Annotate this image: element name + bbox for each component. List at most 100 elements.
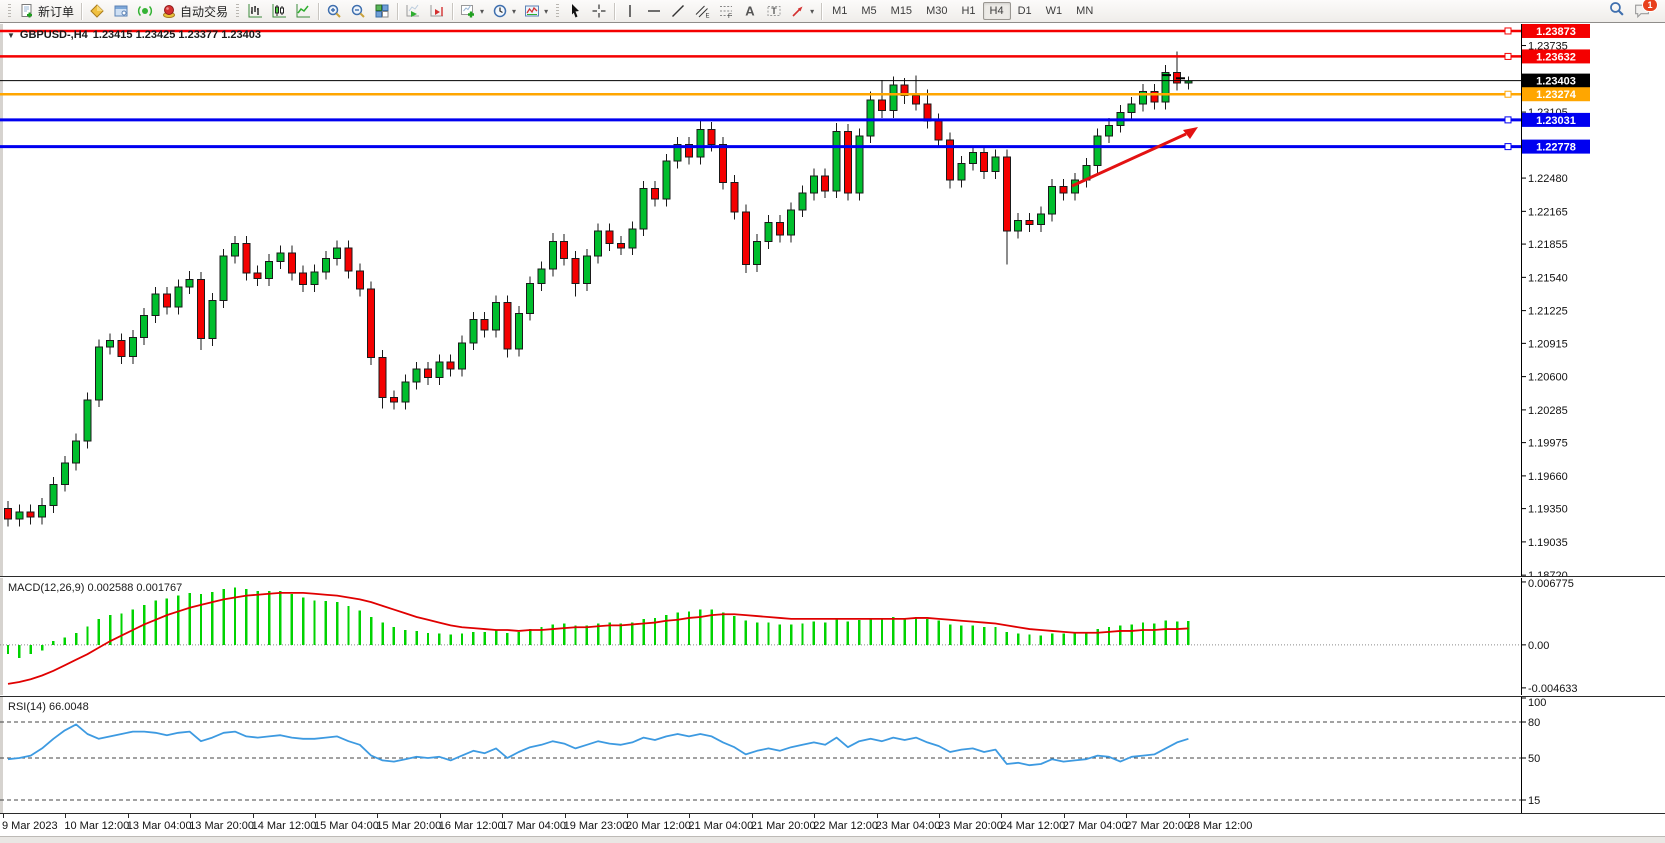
timeframe-m15[interactable]: M15 xyxy=(890,5,913,17)
candle xyxy=(594,223,603,264)
candle xyxy=(276,245,285,269)
notifications-button[interactable]: 1 xyxy=(1633,0,1657,20)
timeframe-w1[interactable]: W1 xyxy=(1045,5,1063,17)
candle xyxy=(1025,212,1034,232)
data-window-button[interactable] xyxy=(109,0,133,22)
bottom-strip xyxy=(0,836,1665,843)
price-tick-label: 1.21855 xyxy=(1528,239,1568,251)
timeframe-m5[interactable]: M5 xyxy=(861,5,877,17)
toolbar-grip[interactable] xyxy=(8,3,11,19)
collapse-triangle-icon[interactable]: ▼ xyxy=(7,30,15,40)
svg-text:1.23632: 1.23632 xyxy=(1536,51,1576,63)
timeframe-h4[interactable]: H4 xyxy=(982,2,1011,20)
bar-chart-mode-button[interactable] xyxy=(243,0,267,22)
candle xyxy=(866,91,875,144)
time-tick xyxy=(564,814,566,818)
price-tick-label: 1.19350 xyxy=(1528,504,1568,516)
horizontal-line-object[interactable] xyxy=(0,52,1521,60)
templates-menu-button[interactable]: ▾ xyxy=(520,0,552,22)
candle xyxy=(571,250,580,297)
macd-panel: 0.006775 0.00 -0.004633 xyxy=(0,578,1665,695)
tiles-icon xyxy=(375,4,389,18)
candle xyxy=(900,77,909,105)
time-label: 13 Mar 04:00 xyxy=(126,820,192,832)
arrows-tool-button[interactable]: ▾ xyxy=(786,0,818,22)
time-label: 28 Mar 12:00 xyxy=(1187,820,1253,832)
candlestick-mode-button[interactable] xyxy=(267,0,291,22)
auto-trading-button[interactable]: 自动交易 xyxy=(157,0,232,22)
zoom-out-button[interactable] xyxy=(346,0,370,22)
timeframe-m30[interactable]: M30 xyxy=(926,5,948,17)
signals-button[interactable] xyxy=(133,0,157,22)
new-chart-button[interactable]: ▾ xyxy=(456,0,488,22)
chart-shift-button[interactable] xyxy=(425,0,449,22)
candle xyxy=(15,504,24,527)
window-left-frame xyxy=(0,24,3,576)
time-label: 20 Mar 12:00 xyxy=(626,820,691,832)
price-tick-label: 1.21540 xyxy=(1528,272,1568,284)
time-tick xyxy=(1126,814,1128,818)
candle xyxy=(605,223,614,251)
hline-icon xyxy=(648,10,661,12)
timeframe-mn[interactable]: MN xyxy=(1076,5,1094,17)
time-tick xyxy=(190,814,192,818)
main-price-chart: 1.237351.231051.224801.221651.218551.215… xyxy=(0,24,1665,576)
equidistant-channel-tool-button[interactable]: E xyxy=(690,0,714,22)
horizontal-line-tool-button[interactable] xyxy=(642,0,666,22)
auto-trading-label: 自动交易 xyxy=(180,4,229,19)
horizontal-line-object[interactable] xyxy=(0,90,1521,98)
time-label: 16 Mar 12:00 xyxy=(438,820,504,832)
horizontal-line-object[interactable] xyxy=(0,116,1521,124)
timeframe-m1[interactable]: M1 xyxy=(832,5,848,17)
candle xyxy=(991,149,1000,180)
line-anchor-marker xyxy=(1504,52,1512,60)
time-tick xyxy=(1001,814,1003,818)
candle xyxy=(855,128,864,201)
candle xyxy=(242,236,251,281)
candle xyxy=(946,132,955,189)
candle xyxy=(798,185,807,218)
candle xyxy=(367,281,376,366)
tile-windows-button[interactable] xyxy=(370,0,394,22)
search-icon[interactable] xyxy=(1608,0,1625,22)
fibonacci-tool-button[interactable]: F xyxy=(714,0,738,22)
new-order-button[interactable]: 新订单 xyxy=(15,0,78,22)
panel-separator[interactable] xyxy=(0,695,1665,697)
text-label-tool-button[interactable]: T xyxy=(762,0,786,22)
candle xyxy=(287,245,296,281)
text-tool-button[interactable]: A xyxy=(738,0,762,22)
periods-menu-button[interactable]: ▾ xyxy=(488,0,520,22)
candle xyxy=(321,250,330,280)
candle xyxy=(1139,84,1147,112)
price-tick-label: 1.20285 xyxy=(1528,405,1568,417)
panel-separator[interactable] xyxy=(0,576,1665,577)
macd-signal-line xyxy=(7,591,1189,685)
line-chart-mode-button[interactable] xyxy=(291,0,315,22)
toolbar-separator xyxy=(452,2,454,20)
candle xyxy=(685,136,693,165)
crosshair-icon xyxy=(592,4,606,18)
timeframe-d1[interactable]: D1 xyxy=(1017,5,1032,17)
horizontal-line-object[interactable] xyxy=(0,143,1521,151)
crosshair-tool-button[interactable] xyxy=(587,0,611,22)
candle xyxy=(299,265,308,293)
price-tick-label: 1.19035 xyxy=(1528,537,1568,549)
horizontal-line-object[interactable] xyxy=(0,27,1521,35)
price-tick-label: 1.20915 xyxy=(1528,338,1568,350)
auto-scroll-button[interactable] xyxy=(401,0,425,22)
candle xyxy=(1161,65,1170,110)
candle xyxy=(1127,96,1136,120)
time-label: 10 Mar 12:00 xyxy=(64,820,130,832)
candle xyxy=(877,79,886,118)
rsi-line xyxy=(7,723,1189,767)
zoom-in-button[interactable] xyxy=(322,0,346,22)
time-tick xyxy=(315,814,316,818)
trendline-tool-button[interactable] xyxy=(666,0,690,22)
cursor-tool-button[interactable] xyxy=(563,0,587,22)
market-watch-button[interactable] xyxy=(85,0,109,22)
svg-text:A: A xyxy=(745,4,755,19)
vertical-line-tool-button[interactable] xyxy=(618,0,642,22)
timeframe-h1[interactable]: H1 xyxy=(961,5,976,17)
trend-arrow-object[interactable] xyxy=(1071,127,1198,188)
line-anchor-marker xyxy=(1504,90,1512,98)
